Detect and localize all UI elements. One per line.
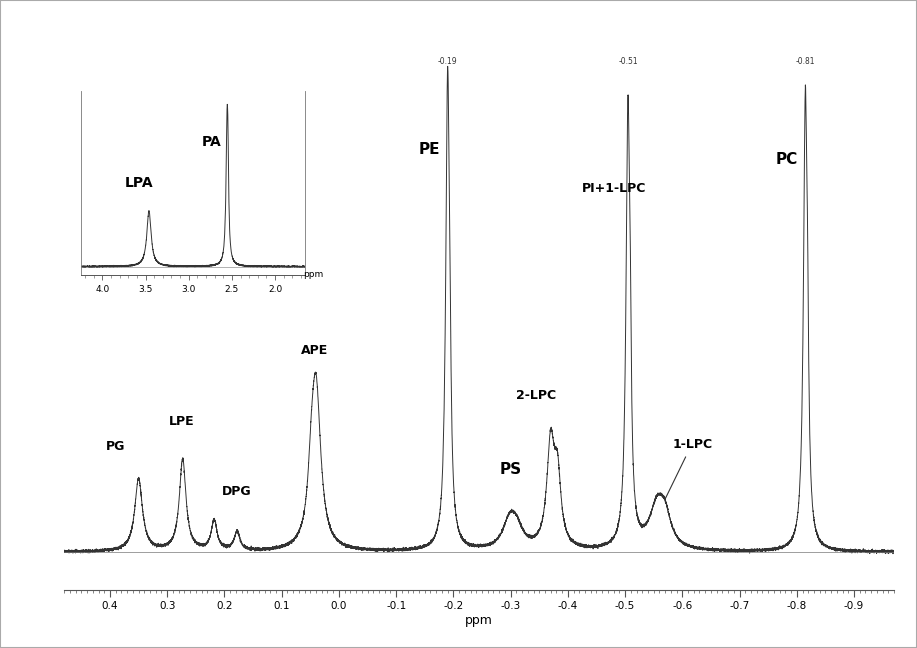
Text: 2-LPC: 2-LPC [516, 389, 557, 402]
Text: PA: PA [202, 135, 222, 149]
Text: DPG: DPG [222, 485, 252, 498]
Text: LPA: LPA [125, 176, 153, 191]
Text: APE: APE [302, 344, 328, 357]
Text: LPE: LPE [169, 415, 194, 428]
Text: PS: PS [500, 462, 522, 477]
Text: -0.81: -0.81 [796, 57, 815, 66]
X-axis label: ppm: ppm [465, 614, 493, 627]
Text: PC: PC [776, 152, 798, 167]
Text: ppm: ppm [303, 270, 323, 279]
Text: -0.51: -0.51 [618, 57, 637, 66]
Text: -0.19: -0.19 [437, 57, 458, 66]
Text: PI+1-LPC: PI+1-LPC [581, 182, 646, 195]
Text: PE: PE [418, 143, 440, 157]
Text: 1-LPC: 1-LPC [672, 438, 713, 451]
Text: PG: PG [106, 441, 126, 454]
